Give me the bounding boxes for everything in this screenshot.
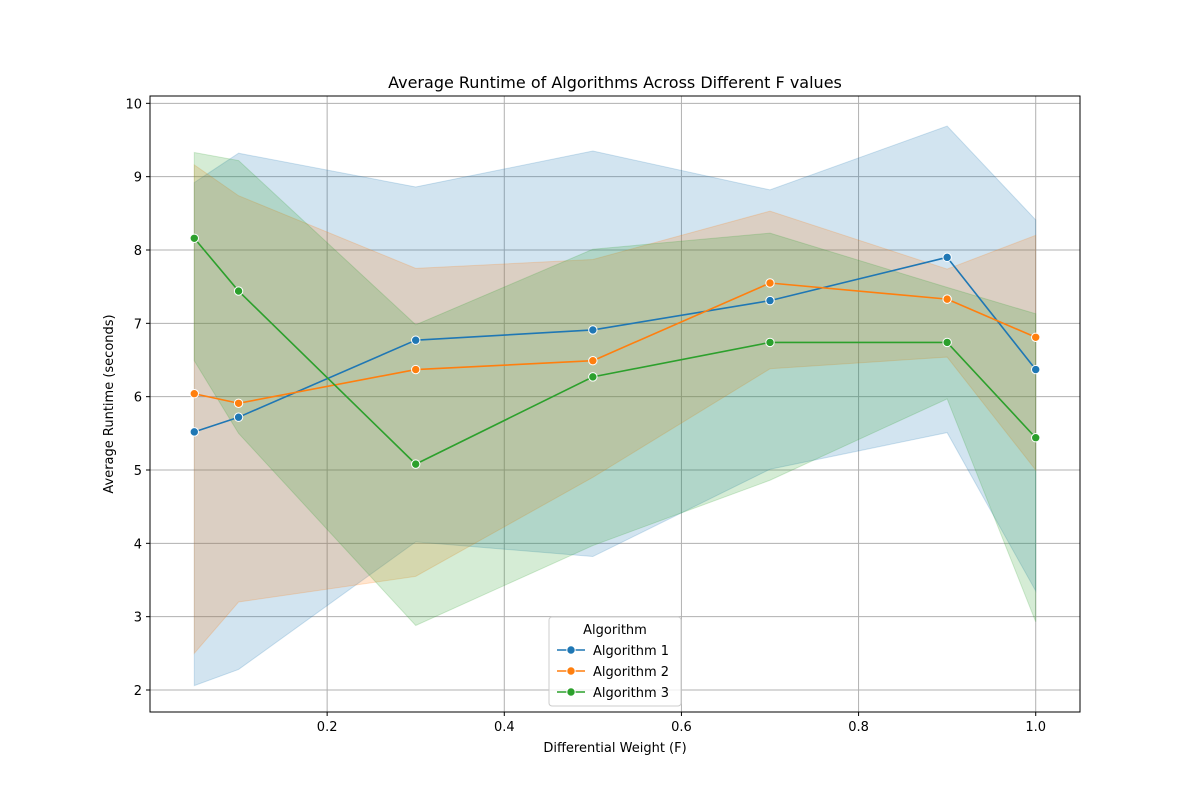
x-axis-label: Differential Weight (F) xyxy=(543,741,686,756)
x-tick-label: 0.8 xyxy=(848,720,869,735)
band-algorithm-3 xyxy=(193,151,1037,627)
legend-marker-algorithm-1 xyxy=(566,645,576,655)
legend-entries: Algorithm 1 Algorithm 2 Algorithm 3 xyxy=(557,644,669,701)
point-algorithm-2 xyxy=(411,364,421,375)
y-axis-ticks: 2 3 4 5 6 7 8 9 10 xyxy=(125,97,150,699)
x-tick-label: 0.2 xyxy=(317,720,338,735)
point-algorithm-3 xyxy=(588,372,598,382)
legend-box xyxy=(548,616,682,707)
x-tick-label: 0.4 xyxy=(494,720,515,735)
point-algorithm-2 xyxy=(233,398,244,408)
legend-label-algorithm-3: Algorithm 3 xyxy=(593,686,669,701)
point-algorithm-1 xyxy=(189,427,199,437)
x-axis-ticks: 0.2 0.4 0.6 0.8 1.0 xyxy=(317,712,1046,735)
y-tick-label: 9 xyxy=(134,171,142,186)
legend-label-algorithm-1: Algorithm 1 xyxy=(593,644,669,659)
point-algorithm-2 xyxy=(189,389,199,399)
y-tick-label: 5 xyxy=(134,464,142,479)
point-algorithm-2 xyxy=(765,278,775,288)
point-algorithm-1 xyxy=(588,325,598,335)
y-tick-label: 3 xyxy=(134,611,142,626)
point-algorithm-1 xyxy=(411,335,421,345)
y-tick-label: 2 xyxy=(134,684,142,699)
point-algorithm-1 xyxy=(233,412,244,422)
plot-area-frame xyxy=(149,95,1081,713)
x-tick-label: 1.0 xyxy=(1025,720,1046,735)
legend-marker-algorithm-2 xyxy=(566,666,576,676)
point-algorithm-1 xyxy=(765,295,775,306)
legend-marker-algorithm-3 xyxy=(566,687,576,697)
point-algorithm-2 xyxy=(588,356,598,366)
y-tick-label: 10 xyxy=(125,97,142,112)
legend-title: Algorithm xyxy=(583,623,647,638)
point-algorithm-3 xyxy=(942,337,952,348)
point-algorithm-3 xyxy=(411,459,421,469)
legend-label-algorithm-2: Algorithm 2 xyxy=(593,665,669,680)
band-algorithm-1 xyxy=(193,125,1037,687)
y-axis-label: Average Runtime (seconds) xyxy=(102,314,117,493)
point-algorithm-1 xyxy=(942,252,952,263)
grid xyxy=(150,96,1080,712)
series-points xyxy=(189,233,1041,469)
x-tick-label: 0.6 xyxy=(671,720,692,735)
y-tick-label: 4 xyxy=(134,537,142,552)
point-algorithm-3 xyxy=(189,233,199,243)
point-algorithm-3 xyxy=(1031,433,1041,443)
y-tick-label: 6 xyxy=(134,391,142,406)
point-algorithm-2 xyxy=(942,294,952,304)
chart-title: Average Runtime of Algorithms Across Dif… xyxy=(388,73,842,92)
point-algorithm-1 xyxy=(1031,364,1041,375)
y-tick-label: 7 xyxy=(134,317,142,332)
point-algorithm-2 xyxy=(1031,332,1041,342)
y-tick-label: 8 xyxy=(134,244,142,259)
point-algorithm-3 xyxy=(765,337,775,348)
point-algorithm-3 xyxy=(233,286,244,296)
